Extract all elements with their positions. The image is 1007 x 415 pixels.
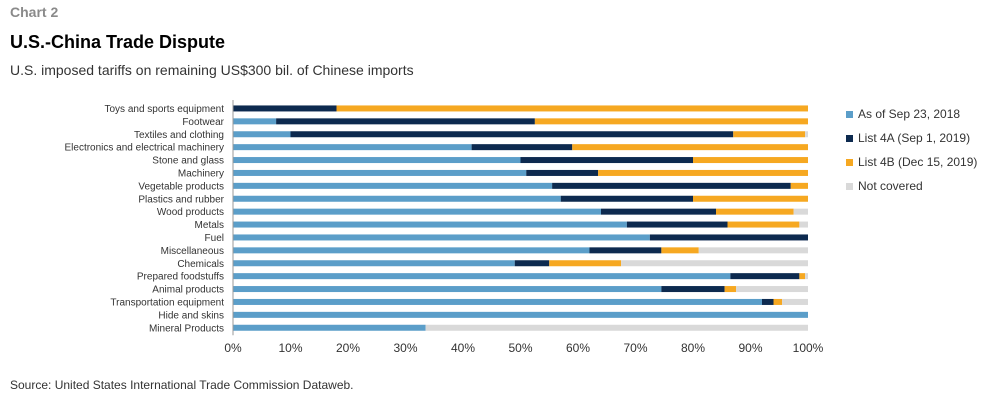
x-tick-label: 20% [336, 341, 360, 355]
category-label: Miscellaneous [161, 246, 224, 257]
category-label: Animal products [152, 285, 224, 296]
category-label: Vegetable products [138, 181, 224, 192]
bar-segment-series-2 [552, 182, 791, 189]
bar-segment-series-2 [626, 221, 728, 228]
bar-segment-series-4 [799, 221, 808, 228]
bar-segment-series-2 [526, 169, 599, 176]
bar-segment-series-1 [233, 118, 277, 125]
bar-segment-series-3 [724, 286, 737, 293]
bar-segment-series-2 [514, 260, 550, 267]
bar-segment-series-1 [233, 286, 662, 293]
source-note: Source: United States International Trad… [10, 378, 354, 392]
category-label: Hide and skins [158, 310, 224, 321]
x-tick-label: 60% [566, 341, 590, 355]
bar-segment-series-2 [471, 144, 573, 151]
bar-segment-series-3 [790, 182, 808, 189]
bar-segment-series-2 [649, 234, 808, 241]
chart-title: U.S.-China Trade Dispute [10, 32, 226, 52]
bar-segment-series-2 [276, 118, 535, 125]
bar-segment-series-1 [233, 234, 650, 241]
x-tick-label: 30% [393, 341, 417, 355]
bar-segment-series-1 [233, 208, 601, 215]
bar-segment-series-2 [730, 273, 800, 280]
bar-segment-series-3 [549, 260, 622, 267]
bar-segment-series-1 [233, 311, 808, 318]
category-label: Footwear [182, 117, 224, 128]
chart-subtitle: U.S. imposed tariffs on remaining US$300… [10, 62, 414, 78]
bar-segment-series-2 [560, 195, 693, 202]
bar-segment-series-3 [716, 208, 794, 215]
bar-segment-series-2 [762, 298, 774, 305]
category-label: Transportation equipment [110, 297, 224, 308]
chart-number-label: Chart 2 [10, 4, 59, 20]
category-label: Wood products [157, 207, 224, 218]
x-tick-label: 50% [508, 341, 532, 355]
x-tick-label: 90% [738, 341, 762, 355]
category-label: Prepared foodstuffs [137, 272, 224, 283]
bar-segment-series-1 [233, 260, 515, 267]
bar-segment-series-4 [793, 208, 808, 215]
legend-entry: As of Sep 23, 2018 [858, 107, 960, 121]
bar-segment-series-3 [733, 131, 806, 138]
bar-segment-series-1 [233, 298, 762, 305]
category-label: Metals [195, 220, 224, 231]
bar-segment-series-3 [727, 221, 800, 228]
legend-entry: List 4A (Sep 1, 2019) [858, 131, 970, 145]
bar-segment-series-2 [601, 208, 716, 215]
category-label: Chemicals [177, 259, 224, 270]
legend-swatch [846, 135, 853, 142]
category-label: Plastics and rubber [138, 194, 224, 205]
bar-segment-series-3 [336, 105, 808, 112]
category-label: Mineral Products [149, 323, 224, 334]
category-label: Electronics and electrical machinery [64, 143, 224, 154]
bar-segment-series-1 [233, 221, 627, 228]
bar-segment-series-1 [233, 195, 561, 202]
bar-segment-series-3 [572, 144, 808, 151]
x-tick-label: 100% [793, 341, 824, 355]
bar-segment-series-3 [661, 247, 699, 254]
bar-segment-series-3 [693, 157, 808, 164]
bar-segment-series-4 [805, 273, 808, 280]
bar-segment-series-4 [425, 324, 808, 331]
bar-segment-series-2 [233, 105, 337, 112]
bar-segment-series-1 [233, 131, 291, 138]
x-tick-label: 70% [623, 341, 647, 355]
legend-swatch [846, 183, 853, 190]
bar-segment-series-1 [233, 169, 527, 176]
legend-swatch [846, 111, 853, 118]
legend-entry: Not covered [858, 179, 923, 193]
category-label: Machinery [178, 168, 224, 179]
bar-segment-series-3 [693, 195, 808, 202]
category-label: Toys and sports equipment [104, 104, 224, 115]
bar-segment-series-3 [799, 273, 806, 280]
bar-segment-series-1 [233, 157, 521, 164]
bar-segment-series-4 [782, 298, 808, 305]
category-label: Textiles and clothing [134, 130, 224, 141]
bar-segment-series-3 [773, 298, 783, 305]
x-tick-label: 10% [278, 341, 302, 355]
bar-segment-series-1 [233, 247, 590, 254]
bar-segment-series-1 [233, 324, 426, 331]
bar-segment-series-3 [598, 169, 808, 176]
legend-entry: List 4B (Dec 15, 2019) [858, 155, 977, 169]
x-tick-label: 40% [451, 341, 475, 355]
bar-segment-series-2 [661, 286, 725, 293]
category-label: Stone and glass [152, 156, 224, 167]
bar-segment-series-4 [698, 247, 808, 254]
x-tick-label: 0% [224, 341, 242, 355]
bar-segment-series-3 [534, 118, 808, 125]
legend-swatch [846, 159, 853, 166]
bar-segment-series-2 [290, 131, 734, 138]
bar-segment-series-2 [520, 157, 693, 164]
bar-segment-series-1 [233, 182, 553, 189]
bar-segment-series-4 [621, 260, 808, 267]
bar-segment-series-1 [233, 144, 472, 151]
bar-segment-series-4 [805, 131, 808, 138]
category-label: Fuel [205, 233, 224, 244]
bar-segment-series-2 [589, 247, 662, 254]
x-tick-label: 80% [681, 341, 705, 355]
bar-segment-series-1 [233, 273, 731, 280]
bar-segment-series-4 [736, 286, 808, 293]
